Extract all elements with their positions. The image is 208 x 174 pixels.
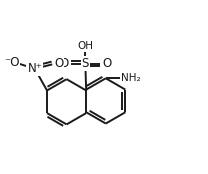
Text: O: O — [102, 57, 111, 70]
Text: O: O — [54, 57, 63, 70]
Text: N⁺: N⁺ — [27, 62, 42, 75]
Text: ⁻O: ⁻O — [4, 56, 19, 69]
Text: S: S — [82, 57, 89, 70]
Text: OH: OH — [77, 41, 93, 51]
Text: O: O — [59, 57, 68, 70]
Text: NH₂: NH₂ — [121, 73, 141, 83]
